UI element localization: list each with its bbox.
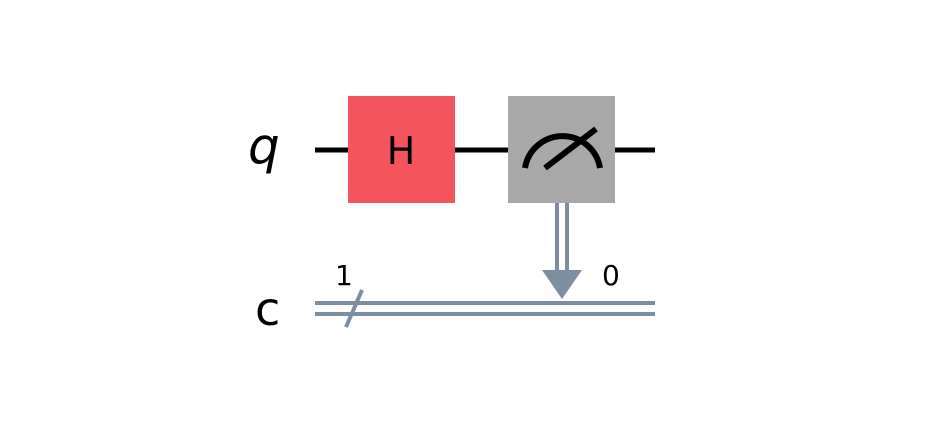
measure-arrow-icon	[542, 270, 582, 299]
classical-register-size: 1	[335, 259, 353, 292]
measure-target-bit: 0	[602, 259, 620, 292]
quantum-register-label: q	[248, 117, 280, 175]
classical-register-label: c	[255, 282, 280, 336]
hadamard-gate[interactable]: H	[348, 96, 455, 203]
hadamard-gate-label: H	[387, 129, 416, 173]
measure-gate-box	[508, 96, 615, 203]
classical-bundle-slash	[344, 289, 364, 328]
measure-gate[interactable]	[508, 96, 615, 203]
meter-needle-icon	[543, 126, 598, 171]
meter-arc-icon	[522, 133, 603, 169]
hadamard-gate-box	[348, 96, 455, 203]
